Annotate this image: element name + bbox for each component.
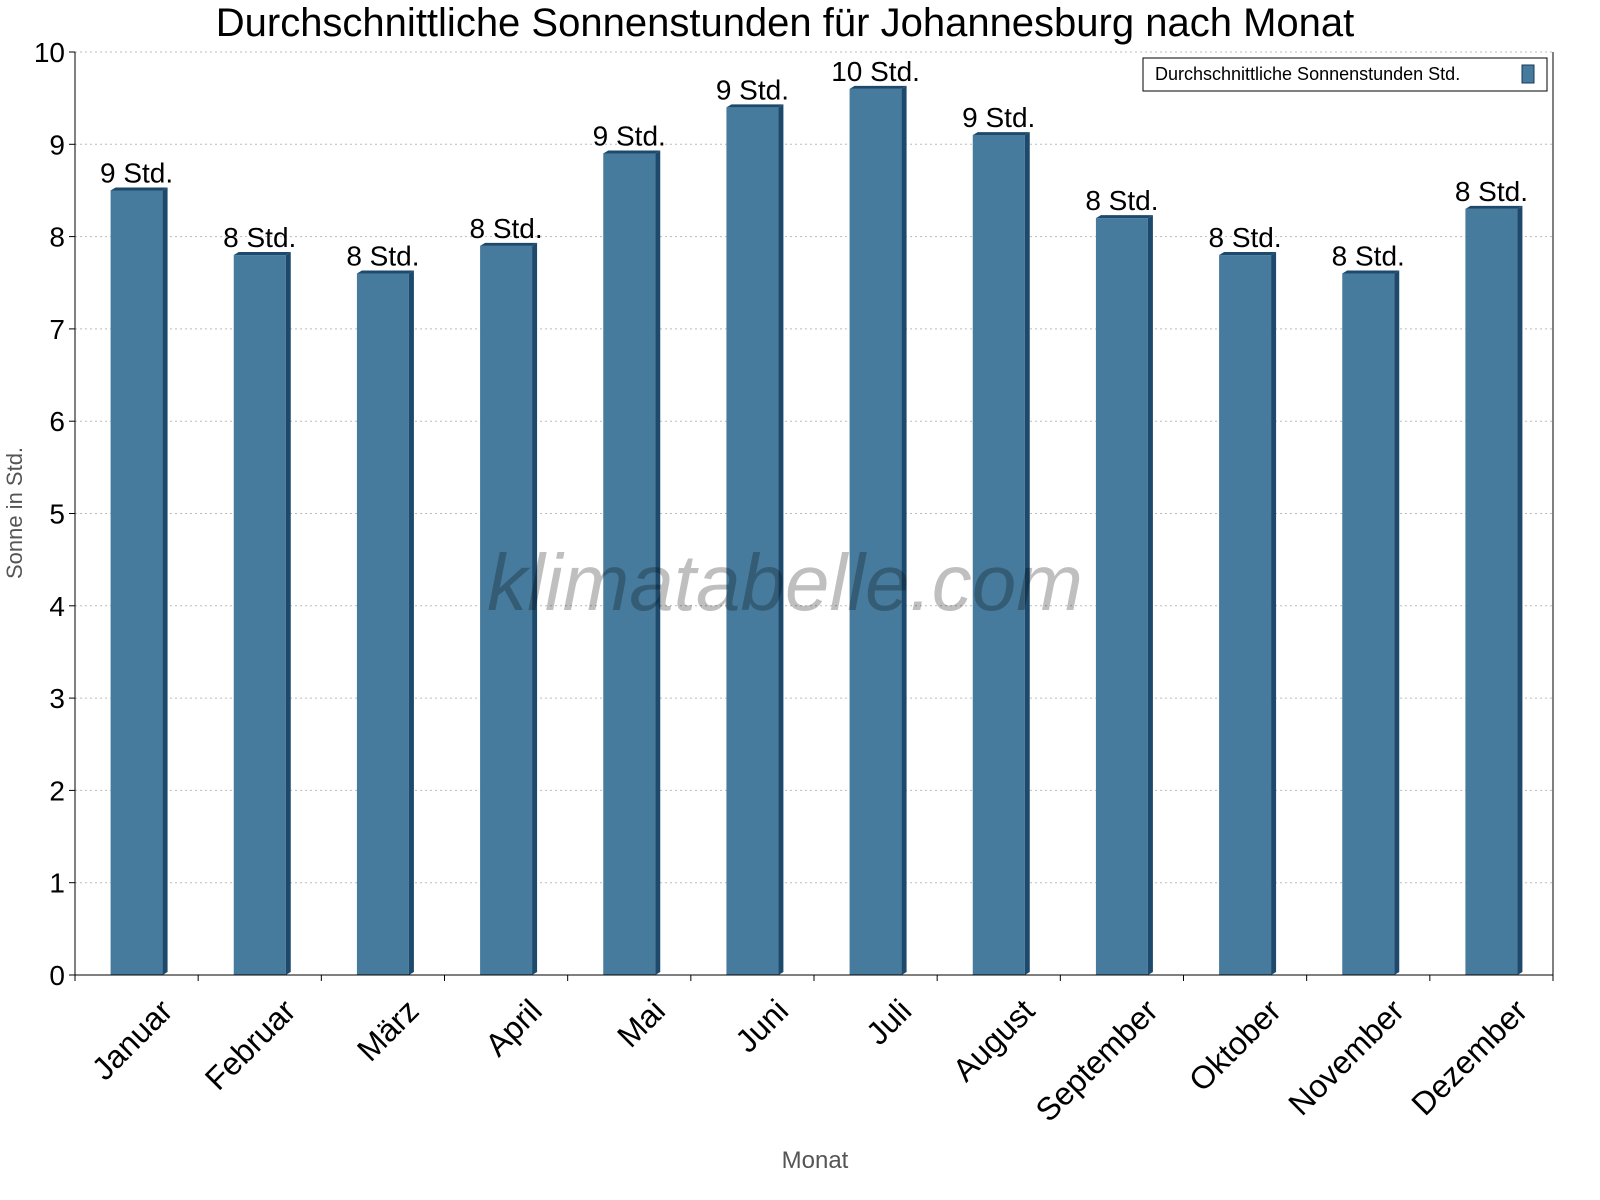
x-tick-label: Januar bbox=[85, 992, 180, 1087]
data-label: 9 Std. bbox=[100, 157, 173, 188]
legend: Durchschnittliche Sonnenstunden Std. bbox=[1142, 57, 1548, 92]
bar-side bbox=[1517, 205, 1523, 975]
bar-side bbox=[532, 242, 538, 975]
bar-top bbox=[233, 252, 291, 256]
bar bbox=[603, 153, 656, 975]
bar-top bbox=[110, 187, 168, 191]
bar-side bbox=[162, 187, 168, 975]
bar bbox=[1095, 218, 1148, 975]
y-tick-label: 8 bbox=[49, 222, 65, 253]
bar-side bbox=[285, 252, 291, 975]
data-label: 9 Std. bbox=[716, 74, 789, 105]
bar bbox=[110, 190, 163, 975]
chart-title: Durchschnittliche Sonnenstunden für Joha… bbox=[216, 1, 1355, 45]
bar-top bbox=[1219, 252, 1277, 256]
x-tick-label: November bbox=[1281, 992, 1411, 1122]
x-axis-label: Monat bbox=[782, 1147, 849, 1174]
bar-top bbox=[1342, 270, 1400, 274]
bar-top bbox=[972, 132, 1030, 136]
x-tick-label: Juli bbox=[859, 992, 918, 1051]
watermark: klimatabelle.com bbox=[487, 538, 1083, 627]
bar-top bbox=[1465, 205, 1523, 209]
data-label: 8 Std. bbox=[346, 241, 419, 272]
data-label: 8 Std. bbox=[223, 222, 296, 253]
x-tick-label: April bbox=[478, 992, 549, 1063]
data-label: 8 Std. bbox=[1455, 176, 1528, 207]
bar-side bbox=[778, 104, 784, 975]
x-tick-label: Februar bbox=[198, 992, 303, 1097]
y-tick-label: 10 bbox=[34, 37, 65, 68]
bar-side bbox=[1147, 215, 1153, 975]
x-tick-label: August bbox=[946, 992, 1042, 1088]
data-label: 9 Std. bbox=[593, 121, 666, 152]
legend-box bbox=[1142, 57, 1548, 92]
data-label: 8 Std. bbox=[1332, 241, 1405, 272]
y-axis-label: Sonne in Std. bbox=[2, 447, 27, 579]
bars bbox=[110, 85, 1523, 976]
data-labels: 9 Std. 8 Std. 8 Std. 8 Std. 9 Std. 9 Std. 10 S… bbox=[100, 56, 1528, 272]
data-label: 8 Std. bbox=[1085, 185, 1158, 216]
bar-side bbox=[1271, 252, 1277, 975]
x-tick-label: Mai bbox=[610, 992, 672, 1054]
bar-side bbox=[1024, 132, 1030, 975]
bar bbox=[233, 255, 286, 975]
y-tick-label: 4 bbox=[49, 591, 65, 622]
data-label: 9 Std. bbox=[962, 102, 1035, 133]
bar-side bbox=[1394, 270, 1400, 975]
x-tick-label: Juni bbox=[728, 992, 795, 1059]
y-tick-label: 6 bbox=[49, 406, 65, 437]
bar bbox=[972, 135, 1025, 975]
data-label: 10 Std. bbox=[831, 56, 920, 87]
y-tick-label: 5 bbox=[49, 499, 65, 530]
bar-side bbox=[655, 150, 661, 975]
bar-top bbox=[480, 242, 538, 246]
x-tick-label: Dezember bbox=[1404, 992, 1534, 1122]
x-tick-label: September bbox=[1029, 992, 1165, 1128]
bar bbox=[356, 273, 409, 975]
y-tick-label: 0 bbox=[49, 960, 65, 991]
y-tick-label: 9 bbox=[49, 129, 65, 160]
y-tick-label: 1 bbox=[49, 868, 65, 899]
bar-top bbox=[356, 270, 414, 274]
bar-top bbox=[1095, 215, 1153, 219]
bar-top bbox=[603, 150, 661, 154]
x-tick-label: Oktober bbox=[1182, 992, 1288, 1098]
bar-top bbox=[849, 85, 907, 89]
bar bbox=[726, 107, 779, 975]
bar-side bbox=[408, 270, 414, 975]
x-tick-label: März bbox=[350, 992, 426, 1068]
bar bbox=[1342, 273, 1395, 975]
bar bbox=[1465, 208, 1518, 975]
legend-swatch bbox=[1521, 64, 1535, 84]
bar bbox=[1219, 255, 1272, 975]
bar-top bbox=[726, 104, 784, 108]
y-tick-label: 7 bbox=[49, 314, 65, 345]
bar bbox=[849, 88, 902, 976]
gridlines bbox=[75, 51, 1553, 884]
data-label: 8 Std. bbox=[1208, 222, 1281, 253]
y-tick-label: 3 bbox=[49, 683, 65, 714]
y-tick-label: 2 bbox=[49, 775, 65, 806]
bar-side bbox=[901, 85, 907, 976]
bar bbox=[480, 245, 533, 975]
legend-label: Durchschnittliche Sonnenstunden Std. bbox=[1155, 64, 1460, 84]
data-label: 8 Std. bbox=[469, 213, 542, 244]
